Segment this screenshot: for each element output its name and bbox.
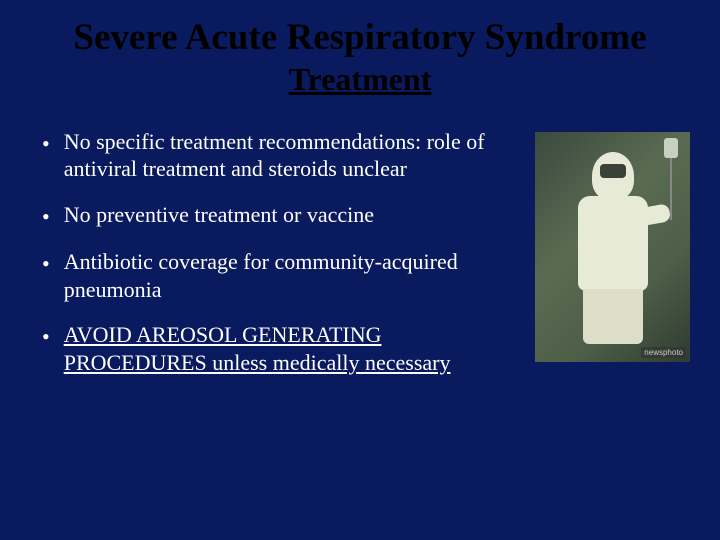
bullet-text: Antibiotic coverage for community-acquir…	[64, 248, 525, 303]
slide-title: Severe Acute Respiratory Syndrome	[30, 18, 690, 59]
slide: Severe Acute Respiratory Syndrome Treatm…	[0, 0, 720, 540]
bullet-text: No specific treatment recommendations: r…	[64, 128, 525, 183]
content-row: • No specific treatment recommendations:…	[30, 128, 690, 395]
bullet-list: • No specific treatment recommendations:…	[30, 128, 525, 395]
ppe-figure-icon	[570, 152, 655, 347]
bullet-item: • No specific treatment recommendations:…	[42, 128, 525, 183]
bullet-item: • AVOID AREOSOL GENERATING PROCEDURES un…	[42, 321, 525, 376]
bullet-item: • Antibiotic coverage for community-acqu…	[42, 248, 525, 303]
photo-watermark: newsphoto	[641, 347, 686, 358]
ppe-photo: newsphoto	[535, 132, 690, 362]
bullet-text: AVOID AREOSOL GENERATING PROCEDURES unle…	[64, 321, 525, 376]
bullet-marker-icon: •	[42, 203, 50, 231]
bullet-marker-icon: •	[42, 130, 50, 158]
bullet-marker-icon: •	[42, 250, 50, 278]
slide-subtitle: Treatment	[30, 61, 690, 98]
iv-bag-icon	[664, 138, 678, 158]
bullet-marker-icon: •	[42, 323, 50, 351]
bullet-text: No preventive treatment or vaccine	[64, 201, 525, 229]
bullet-item: • No preventive treatment or vaccine	[42, 201, 525, 231]
